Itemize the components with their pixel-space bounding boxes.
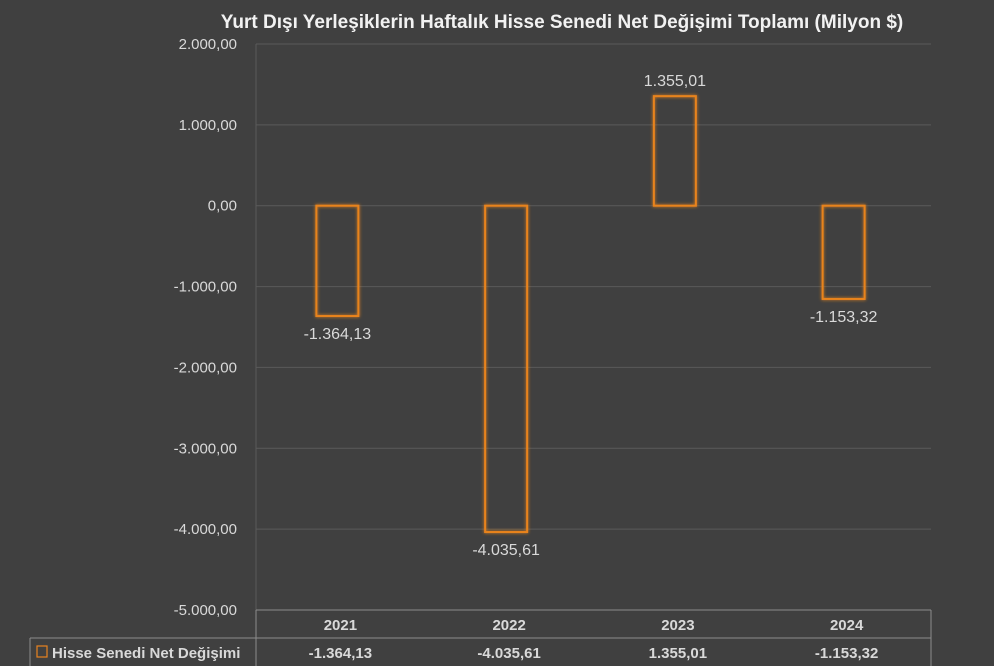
category-label-2023: 2023 (661, 617, 694, 634)
y-tick-label: -5.000,00 (174, 602, 237, 619)
chart-title: Yurt Dışı Yerleşiklerin Haftalık Hisse S… (221, 12, 903, 33)
y-axis: 2.000,00 1.000,00 0,00 -1.000,00 -2.000,00 -3… (174, 36, 237, 619)
data-label-2023: 1.355,01 (644, 73, 706, 90)
category-label-2021: 2021 (324, 617, 357, 634)
y-tick-label: -4.000,00 (174, 521, 237, 538)
table-value-2024: -1.153,32 (815, 645, 878, 662)
bar-2023 (652, 95, 697, 207)
data-label-2021: -1.364,13 (304, 326, 372, 343)
gridlines (255, 43, 931, 611)
legend-swatch (36, 645, 48, 658)
bar-2022 (484, 204, 529, 534)
table-value-2021: -1.364,13 (309, 645, 372, 662)
data-labels: -1.364,13 -4.035,61 1.355,01 -1.153,32 (304, 73, 878, 559)
y-tick-label: 0,00 (208, 198, 237, 215)
bars (315, 95, 866, 534)
data-label-2022: -4.035,61 (472, 542, 540, 559)
category-label-2024: 2024 (830, 617, 864, 634)
y-tick-label: 1.000,00 (179, 117, 237, 134)
table-value-2022: -4.035,61 (477, 645, 540, 662)
bar-2021 (315, 204, 360, 318)
table-value-2023: 1.355,01 (649, 645, 707, 662)
y-tick-label: -1.000,00 (174, 279, 237, 296)
bar-2024 (821, 204, 866, 300)
y-tick-label: -2.000,00 (174, 359, 237, 376)
category-label-2022: 2022 (492, 617, 525, 634)
y-tick-label: 2.000,00 (179, 36, 237, 53)
y-tick-label: -3.000,00 (174, 440, 237, 457)
legend-series-name: Hisse Senedi Net Değişimi (52, 645, 240, 662)
data-table: 2021 -1.364,13 2022 -4.035,61 2023 1.355,01 20… (29, 609, 932, 666)
data-label-2024: -1.153,32 (810, 309, 878, 326)
